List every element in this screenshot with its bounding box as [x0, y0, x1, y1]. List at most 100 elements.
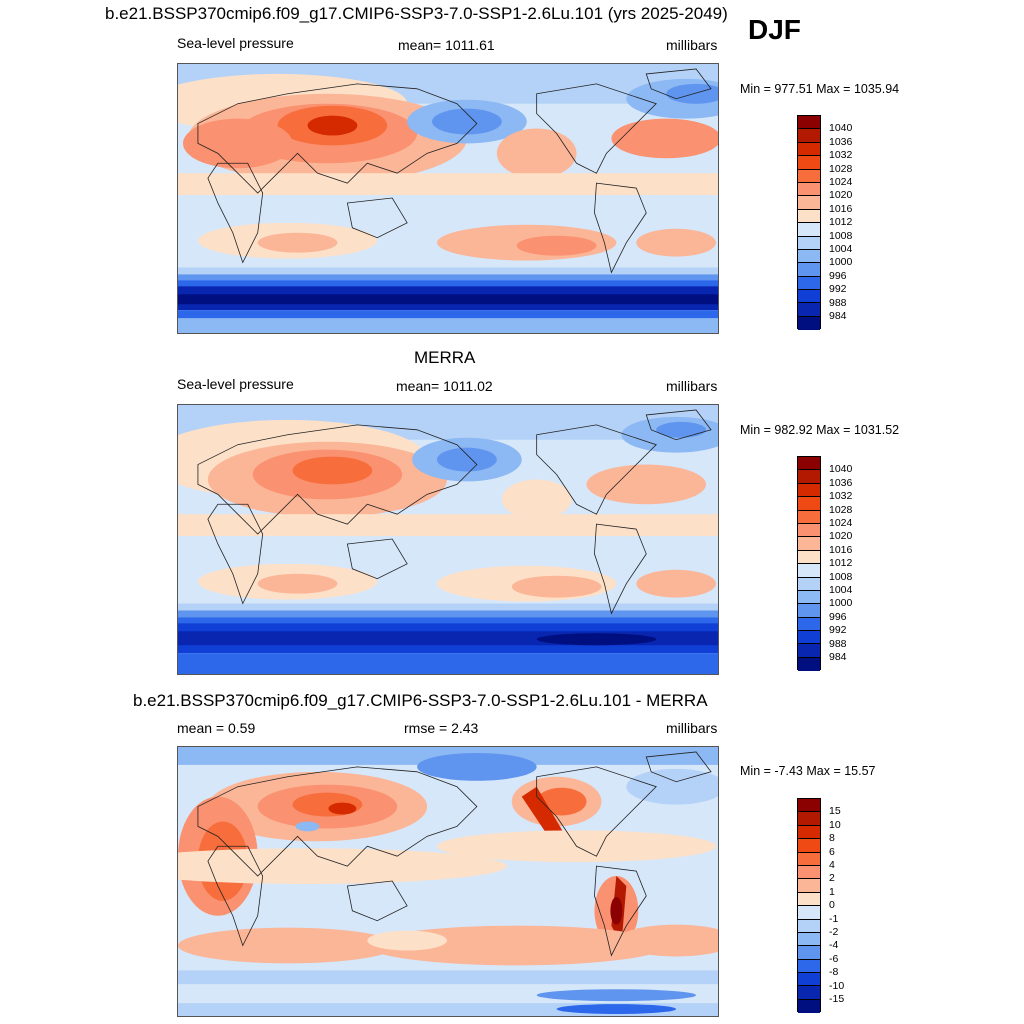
- colorbar-swatch: [798, 276, 820, 291]
- panel-2-title: MERRA: [414, 348, 476, 367]
- colorbar-label: 996: [829, 269, 847, 282]
- panel-1-colorbar: [797, 115, 821, 331]
- colorbar-swatch: [798, 825, 820, 840]
- colorbar-label: -4: [829, 939, 839, 952]
- colorbar-swatch: [798, 129, 820, 143]
- colorbar-swatch: [798, 116, 820, 130]
- panel-3-title: b.e21.BSSP370cmip6.f09_g17.CMIP6-SSP3-7.…: [133, 691, 708, 710]
- colorbar-swatch: [798, 249, 820, 264]
- colorbar-swatch: [798, 812, 820, 826]
- colorbar-label: 1028: [829, 503, 853, 516]
- panel-1-variable-label: Sea-level pressure: [177, 35, 294, 51]
- colorbar-label: 1036: [829, 476, 853, 489]
- colorbar-swatch: [798, 236, 820, 250]
- colorbar-swatch: [798, 196, 820, 210]
- colorbar-label: 1008: [829, 229, 853, 242]
- colorbar-label: 1012: [829, 216, 853, 229]
- colorbar-label: 984: [829, 310, 847, 322]
- panel-2-units-label: millibars: [666, 378, 718, 394]
- colorbar-swatch: [798, 209, 820, 224]
- colorbar-swatch: [798, 932, 820, 947]
- panel-3-mean-label: mean = 0.59: [177, 720, 256, 736]
- colorbar-label: 1012: [829, 557, 853, 570]
- panel-1-title: b.e21.BSSP370cmip6.f09_g17.CMIP6-SSP3-7.…: [105, 4, 728, 23]
- colorbar-swatch: [798, 892, 820, 907]
- colorbar-label: -6: [829, 952, 839, 965]
- colorbar-label: 1004: [829, 584, 853, 596]
- colorbar-swatch: [798, 537, 820, 551]
- panel-2-field: [178, 405, 718, 674]
- panel-3-rmse-label: rmse = 2.43: [404, 720, 479, 736]
- colorbar-label: 1016: [829, 202, 853, 215]
- panel-1-mean-label: mean= 1011.61: [398, 37, 495, 53]
- colorbar-label: 988: [829, 637, 847, 650]
- colorbar-swatch: [798, 182, 820, 197]
- colorbar-swatch: [798, 470, 820, 484]
- colorbar-label: 984: [829, 651, 847, 663]
- colorbar-label: 1032: [829, 149, 853, 162]
- colorbar-swatch: [798, 577, 820, 591]
- colorbar-label: 2: [829, 872, 835, 885]
- colorbar-label: -1: [829, 912, 839, 925]
- colorbar-swatch: [798, 510, 820, 524]
- colorbar-swatch: [798, 156, 820, 170]
- colorbar-label: -10: [829, 979, 845, 992]
- panel-2-variable-label: Sea-level pressure: [177, 376, 294, 392]
- panel-3-units-label: millibars: [666, 720, 718, 736]
- panel-1-field: [178, 64, 718, 333]
- colorbar-label: 988: [829, 296, 847, 309]
- colorbar-swatch: [798, 169, 820, 183]
- panel-1-units-label: millibars: [666, 37, 718, 53]
- panel-3-map: [177, 746, 719, 1017]
- colorbar-label: 996: [829, 610, 847, 623]
- colorbar-swatch: [798, 590, 820, 605]
- colorbar-swatch: [798, 865, 820, 880]
- colorbar-label: 1: [829, 885, 835, 898]
- panel-3-colorbar: [797, 798, 821, 1014]
- panel-2-colorbar: [797, 456, 821, 672]
- colorbar-swatch: [798, 142, 820, 157]
- colorbar-label: 1016: [829, 543, 853, 556]
- colorbar-swatch: [798, 852, 820, 866]
- colorbar-swatch: [798, 223, 820, 237]
- colorbar-swatch: [798, 906, 820, 920]
- panel-1-map: [177, 63, 719, 334]
- colorbar-swatch: [798, 657, 820, 672]
- colorbar-swatch: [798, 564, 820, 578]
- colorbar-label: 8: [829, 832, 835, 845]
- colorbar-swatch: [798, 303, 820, 317]
- colorbar-swatch: [798, 959, 820, 974]
- panel-2-minmax: Min = 982.92 Max = 1031.52: [740, 423, 900, 437]
- colorbar-label: 1020: [829, 189, 853, 202]
- colorbar-swatch: [798, 316, 820, 331]
- colorbar-label: 1036: [829, 135, 853, 148]
- colorbar-swatch: [798, 263, 820, 277]
- colorbar-swatch: [798, 799, 820, 813]
- colorbar-label: 4: [829, 859, 835, 871]
- colorbar-label: 1000: [829, 597, 853, 610]
- colorbar-label: 1020: [829, 530, 853, 543]
- colorbar-label: 1004: [829, 243, 853, 255]
- colorbar-label: 10: [829, 818, 841, 831]
- colorbar-swatch: [798, 919, 820, 933]
- colorbar-swatch: [798, 946, 820, 960]
- colorbar-label: 1000: [829, 256, 853, 269]
- colorbar-swatch: [798, 617, 820, 632]
- colorbar-swatch: [798, 986, 820, 1000]
- colorbar-swatch: [798, 457, 820, 471]
- colorbar-swatch: [798, 604, 820, 618]
- colorbar-label: 15: [829, 805, 841, 818]
- colorbar-label: -8: [829, 966, 839, 979]
- colorbar-label: 6: [829, 845, 835, 858]
- panel-2-mean-label: mean= 1011.02: [396, 378, 493, 394]
- season-label: DJF: [748, 14, 801, 45]
- colorbar-label: 1028: [829, 162, 853, 175]
- colorbar-label: 1032: [829, 490, 853, 503]
- colorbar-label: 1040: [829, 122, 853, 135]
- colorbar-swatch: [798, 973, 820, 987]
- panel-3-minmax: Min = -7.43 Max = 15.57: [740, 764, 876, 778]
- colorbar-swatch: [798, 550, 820, 565]
- colorbar-swatch: [798, 879, 820, 893]
- colorbar-swatch: [798, 497, 820, 511]
- colorbar-swatch: [798, 523, 820, 538]
